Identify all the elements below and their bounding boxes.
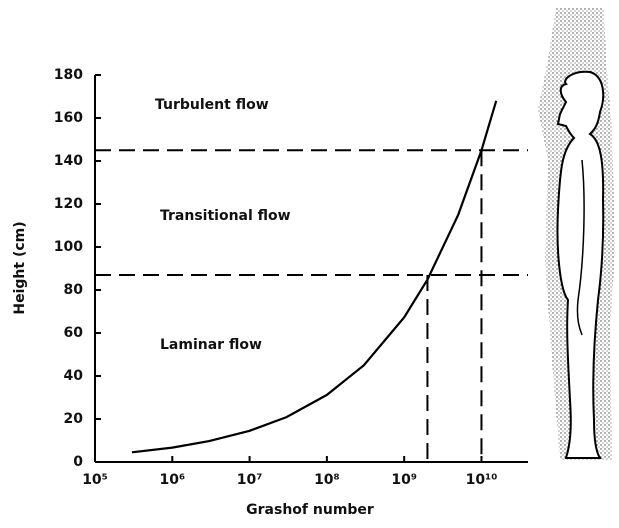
y-tick-label: 80: [64, 282, 84, 298]
chart: Turbulent flow Transitional flow Laminar…: [0, 0, 619, 524]
y-axis-label: Height (cm): [12, 221, 28, 314]
annotation: Laminar flow: [160, 337, 262, 353]
annotation: Transitional flow: [160, 208, 291, 224]
y-tick-label: 20: [64, 411, 84, 427]
x-tick-label: 10⁵: [82, 472, 108, 488]
x-tick-label: 10¹⁰: [466, 472, 498, 488]
y-tick-label: 120: [54, 196, 83, 212]
x-tick-label: 10⁸: [314, 472, 340, 488]
y-tick-label: 40: [64, 368, 84, 384]
x-tick-label: 10⁷: [237, 472, 263, 488]
y-tick-label: 140: [54, 153, 83, 169]
y-tick-label: 100: [54, 239, 83, 255]
x-tick-label: 10⁹: [391, 472, 417, 488]
x-tick-label: 10⁶: [159, 472, 185, 488]
x-axis-label: Grashof number: [246, 502, 374, 518]
annotation: Turbulent flow: [155, 97, 269, 113]
y-tick-label: 160: [54, 110, 83, 126]
curve: [132, 101, 496, 453]
y-tick-label: 60: [64, 325, 84, 341]
y-tick-label: 180: [54, 67, 83, 83]
human-figure: [538, 8, 615, 460]
y-tick-label: 0: [73, 454, 83, 470]
